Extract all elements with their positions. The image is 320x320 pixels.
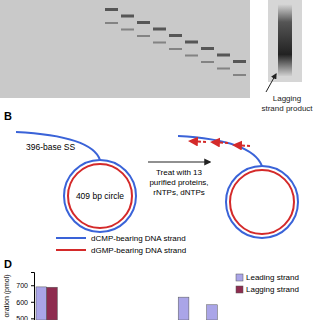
treatment: purified proteins, <box>149 178 208 187</box>
gel-band <box>121 29 134 31</box>
lane-smear <box>278 4 292 76</box>
gel-band <box>153 28 166 31</box>
gel-band <box>137 35 150 37</box>
gel-band <box>153 42 166 44</box>
gel-band <box>185 55 198 57</box>
dgmp-strand <box>68 164 132 228</box>
arrow <box>148 161 210 162</box>
gel-band <box>201 47 214 50</box>
y-tick: 500 <box>16 315 34 320</box>
gel-band <box>233 60 246 63</box>
treatment: Treat with 13 <box>156 168 202 177</box>
y-tick: 700 <box>16 282 34 289</box>
gel-band <box>105 8 118 11</box>
legend-line <box>56 249 86 251</box>
legend-label: dCMP-bearing DNA strand <box>91 234 186 243</box>
gel-band <box>217 68 230 70</box>
y-tick-label: 700 <box>16 282 28 289</box>
gel <box>0 0 250 98</box>
bar <box>47 287 58 320</box>
ss-tail <box>16 132 100 160</box>
circle-label: 409 bp circle <box>76 191 124 201</box>
legend: Leading strand Lagging strand <box>236 273 299 294</box>
legend-label: dGMP-bearing DNA strand <box>91 246 186 255</box>
legend-label: Lagging strand <box>246 285 299 294</box>
gel-band <box>217 54 230 57</box>
lane-background <box>268 0 302 82</box>
y-tick: 600 <box>16 299 34 306</box>
legend-swatch <box>236 286 243 293</box>
bar <box>207 305 218 320</box>
annotation: Lagging <box>273 94 301 103</box>
annotation: strand product <box>261 104 313 113</box>
bar <box>178 297 189 320</box>
y-tick-label: 500 <box>16 315 28 320</box>
okazaki-fragment <box>212 142 228 143</box>
dgmp-strand <box>230 170 294 234</box>
gel-band <box>121 15 134 18</box>
dcmp-strand <box>226 166 298 238</box>
gel-band <box>105 22 118 24</box>
legend-line <box>56 237 86 239</box>
y-tick-mark <box>31 318 34 319</box>
gel-band <box>169 48 182 50</box>
okazaki-fragment <box>190 141 206 142</box>
bars <box>36 287 217 320</box>
y-tick-mark <box>31 302 34 303</box>
dcmp-strand <box>64 160 136 232</box>
panel-label: B <box>4 110 12 122</box>
tail-label: 396-base SS <box>26 142 75 152</box>
arrow <box>266 74 276 92</box>
bar <box>36 287 47 320</box>
gel-band <box>137 21 150 24</box>
gel-background <box>0 0 250 98</box>
gel-band <box>201 61 214 63</box>
gel-band <box>233 74 246 76</box>
ss-tail <box>178 136 262 166</box>
y-axis-title: oration (pmol) <box>3 274 11 317</box>
treatment: rNTPs, dNTPs <box>153 188 205 197</box>
y-axis-line <box>31 273 35 320</box>
panel-label: D <box>4 258 12 270</box>
legend-swatch <box>236 274 243 281</box>
y-axis: 500 600 700 <box>16 273 34 320</box>
gel-band <box>185 41 198 44</box>
gel-band <box>169 34 182 37</box>
y-tick-mark <box>31 285 34 286</box>
figure: Laggingstrand product B 396-base SS 409 bp … <box>0 0 320 320</box>
canvas: Laggingstrand product B 396-base SS 409 bp … <box>0 0 320 320</box>
y-tick-label: 600 <box>16 299 28 306</box>
okazaki-fragment <box>234 145 250 146</box>
legend-label: Leading strand <box>246 273 299 282</box>
